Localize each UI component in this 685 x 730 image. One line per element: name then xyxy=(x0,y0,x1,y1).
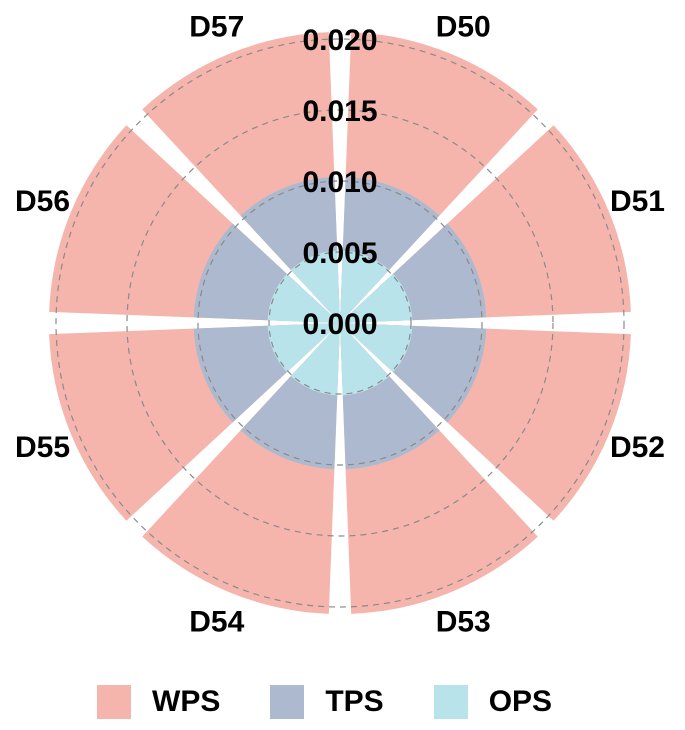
wedge-ops-d52 xyxy=(340,323,413,373)
legend-item-tps: TPS xyxy=(270,685,384,719)
radial-tick-label: 0.010 xyxy=(302,166,377,199)
legend-label-wps: WPS xyxy=(152,685,221,718)
radial-tick-label: 0.015 xyxy=(302,95,377,128)
radial-tick-label: 0.005 xyxy=(302,237,377,270)
category-label-d55: D55 xyxy=(15,431,70,464)
legend-swatch-ops xyxy=(433,685,468,719)
radial-tick-label: 0.000 xyxy=(302,308,377,341)
wedge-ops-d53 xyxy=(340,323,390,396)
wedge-ops-d51 xyxy=(340,273,413,323)
category-label-d50: D50 xyxy=(436,11,491,44)
wedge-ops-d54 xyxy=(290,323,340,396)
grid-ring xyxy=(55,38,625,608)
category-labels: D50 D51 D52 D53 D54 D55 D56 D57 xyxy=(15,11,665,639)
category-label-d51: D51 xyxy=(610,185,665,218)
wedge-ops-d56 xyxy=(267,273,340,323)
legend-item-ops: OPS xyxy=(433,685,553,719)
radial-tick-labels: 0.000 0.005 0.010 0.015 0.020 xyxy=(302,24,377,341)
category-label-d53: D53 xyxy=(436,605,491,638)
grid-rings xyxy=(55,38,625,608)
wedge-layer xyxy=(49,32,631,614)
wedge-ops-d50 xyxy=(340,250,390,323)
legend-label-ops: OPS xyxy=(488,685,553,718)
legend-item-wps: WPS xyxy=(97,685,220,719)
wedge-ops-d55 xyxy=(267,323,340,373)
radial-tick-label: 0.020 xyxy=(302,24,377,57)
legend-swatch-wps xyxy=(97,685,131,719)
grid-ring xyxy=(126,109,554,537)
grid-ring xyxy=(268,251,412,395)
category-label-d56: D56 xyxy=(15,185,70,218)
legend-label-tps: TPS xyxy=(325,685,384,718)
legend: WPS TPS OPS xyxy=(97,682,602,722)
legend-swatch-tps xyxy=(270,685,305,719)
wedge-ops-d57 xyxy=(290,250,340,323)
category-label-d57: D57 xyxy=(189,11,244,44)
category-label-d52: D52 xyxy=(610,431,665,464)
grid-ring xyxy=(197,180,483,466)
category-label-d54: D54 xyxy=(189,605,244,638)
